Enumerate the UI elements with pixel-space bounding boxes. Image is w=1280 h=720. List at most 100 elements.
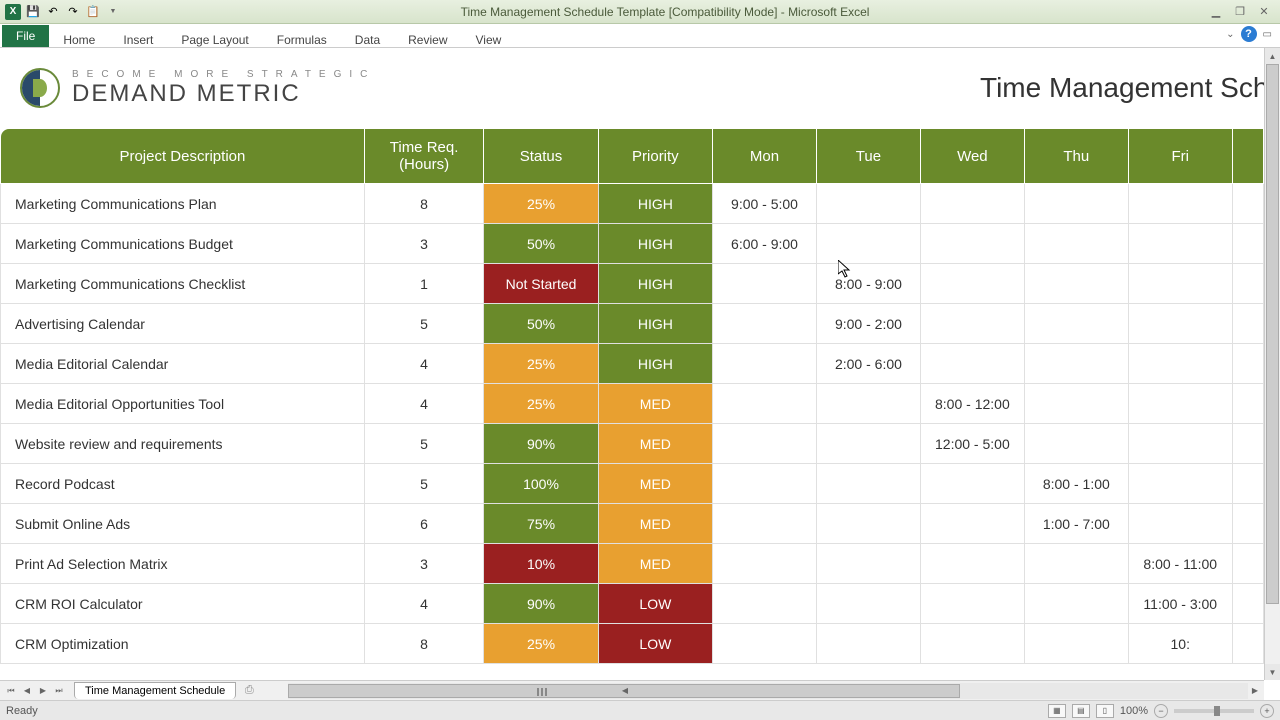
table-cell[interactable]: Media Editorial Calendar [1,344,365,384]
table-cell[interactable]: 8:00 - 9:00 [816,264,920,304]
excel-app-icon[interactable]: X [4,3,22,21]
zoom-slider[interactable] [1174,709,1254,713]
priority-cell[interactable]: HIGH [598,184,712,224]
table-cell[interactable] [1232,504,1263,544]
priority-cell[interactable]: MED [598,384,712,424]
table-cell[interactable] [1232,304,1263,344]
table-cell[interactable]: Media Editorial Opportunities Tool [1,384,365,424]
hscroll-right-icon[interactable]: ▶ [1248,684,1262,698]
table-cell[interactable]: 9:00 - 5:00 [713,184,817,224]
table-cell[interactable]: CRM ROI Calculator [1,584,365,624]
table-cell[interactable]: 8:00 - 11:00 [1128,544,1232,584]
table-cell[interactable] [713,344,817,384]
table-cell[interactable]: 8:00 - 1:00 [1024,464,1128,504]
table-cell[interactable] [816,464,920,504]
table-cell[interactable] [1232,584,1263,624]
status-cell[interactable]: 50% [484,304,598,344]
table-cell[interactable]: 3 [364,544,484,584]
priority-cell[interactable]: MED [598,464,712,504]
table-cell[interactable] [1128,464,1232,504]
priority-cell[interactable]: MED [598,424,712,464]
table-cell[interactable]: 12:00 - 5:00 [920,424,1024,464]
table-cell[interactable]: Record Podcast [1,464,365,504]
header-description[interactable]: Project Description [1,129,365,184]
header-time[interactable]: Time Req. (Hours) [364,129,484,184]
table-cell[interactable] [713,504,817,544]
table-cell[interactable] [1232,624,1263,664]
vscroll-thumb[interactable] [1266,64,1279,604]
status-cell[interactable]: 10% [484,544,598,584]
horizontal-scrollbar[interactable] [288,683,1248,699]
table-cell[interactable]: 8 [364,624,484,664]
table-cell[interactable]: 9:00 - 2:00 [816,304,920,344]
table-cell[interactable] [1024,224,1128,264]
table-cell[interactable]: 5 [364,304,484,344]
normal-view-icon[interactable]: ▦ [1048,704,1066,718]
table-cell[interactable] [816,384,920,424]
scroll-up-icon[interactable]: ▲ [1265,48,1280,64]
new-sheet-icon[interactable]: ⎙ [240,684,258,698]
table-cell[interactable] [1024,584,1128,624]
table-cell[interactable]: 6 [364,504,484,544]
table-cell[interactable] [713,264,817,304]
status-cell[interactable]: 100% [484,464,598,504]
table-cell[interactable]: Website review and requirements [1,424,365,464]
help-icon[interactable]: ? [1241,26,1257,42]
table-cell[interactable]: 10: [1128,624,1232,664]
table-cell[interactable]: Print Ad Selection Matrix [1,544,365,584]
table-cell[interactable] [1024,544,1128,584]
priority-cell[interactable]: LOW [598,584,712,624]
table-cell[interactable]: 1 [364,264,484,304]
table-cell[interactable]: 8:00 - 12:00 [920,384,1024,424]
priority-cell[interactable]: MED [598,504,712,544]
table-cell[interactable] [1232,384,1263,424]
zoom-level[interactable]: 100% [1120,705,1148,717]
sheet-prev-icon[interactable]: ◀ [20,684,34,698]
table-cell[interactable] [1128,384,1232,424]
table-cell[interactable] [920,624,1024,664]
table-cell[interactable] [713,464,817,504]
header-priority[interactable]: Priority [598,129,712,184]
close-icon[interactable]: ✕ [1256,4,1272,20]
ribbon-minimize-icon[interactable]: ⌄ [1226,29,1234,40]
table-cell[interactable] [1024,384,1128,424]
maximize-icon[interactable]: ❐ [1232,4,1248,20]
save-icon[interactable]: 💾 [24,3,42,21]
status-cell[interactable]: 25% [484,384,598,424]
table-cell[interactable] [713,584,817,624]
header-thu[interactable]: Thu [1024,129,1128,184]
table-cell[interactable] [816,424,920,464]
priority-cell[interactable]: MED [598,544,712,584]
table-cell[interactable]: 8 [364,184,484,224]
sheet-next-icon[interactable]: ▶ [36,684,50,698]
table-cell[interactable] [1024,424,1128,464]
table-cell[interactable] [816,544,920,584]
file-tab[interactable]: File [2,25,49,47]
table-cell[interactable] [713,624,817,664]
sheet-first-icon[interactable]: ⏮ [4,684,18,698]
table-cell[interactable]: 5 [364,424,484,464]
status-cell[interactable]: 90% [484,424,598,464]
status-cell[interactable]: 25% [484,624,598,664]
header-status[interactable]: Status [484,129,598,184]
status-cell[interactable]: 90% [484,584,598,624]
table-cell[interactable] [1024,344,1128,384]
status-cell[interactable]: 75% [484,504,598,544]
table-cell[interactable] [1232,464,1263,504]
table-cell[interactable] [920,504,1024,544]
table-cell[interactable] [1024,184,1128,224]
table-cell[interactable] [713,384,817,424]
table-cell[interactable]: Advertising Calendar [1,304,365,344]
table-cell[interactable]: 5 [364,464,484,504]
worksheet-area[interactable]: Become More Strategic DEMAND METRIC Time… [0,48,1264,680]
paste-icon[interactable]: 📋 [84,3,102,21]
table-cell[interactable] [1128,504,1232,544]
table-cell[interactable]: 4 [364,344,484,384]
table-cell[interactable]: Marketing Communications Plan [1,184,365,224]
header-extra[interactable] [1232,129,1263,184]
table-cell[interactable] [1128,224,1232,264]
priority-cell[interactable]: HIGH [598,224,712,264]
table-cell[interactable] [1232,424,1263,464]
table-cell[interactable] [920,184,1024,224]
zoom-in-icon[interactable]: + [1260,704,1274,718]
